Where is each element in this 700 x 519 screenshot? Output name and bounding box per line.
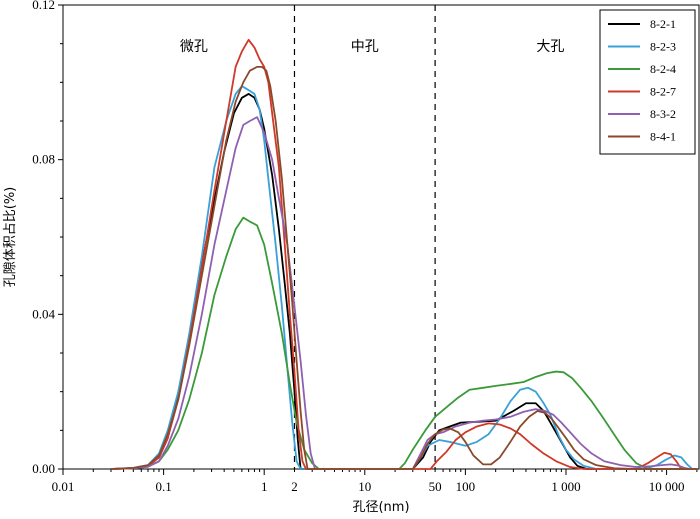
x-tick-label: 50	[429, 479, 442, 494]
x-tick-label: 1 000	[551, 479, 580, 494]
series-line-8-2-4	[110, 216, 697, 470]
series-group	[110, 38, 697, 470]
region-label: 中孔	[351, 39, 379, 55]
x-axis-title: 孔径(nm)	[352, 500, 409, 515]
series-line-8-2-7	[110, 38, 697, 470]
x-tick-label: 0.1	[155, 479, 171, 494]
x-tick-label: 0.01	[52, 479, 75, 494]
region-boundaries	[293, 5, 436, 469]
y-tick-label: 0.04	[32, 306, 55, 321]
legend: 8-2-1 8-2-3 8-2-4 8-2-7 8-3-2 8-4-1	[599, 9, 696, 155]
x-tick-label: 10 000	[649, 479, 685, 494]
x-tick-label: 1	[261, 479, 268, 494]
region-labels: 微孔 中孔 大孔	[180, 39, 565, 55]
legend-label: 8-3-2	[650, 107, 676, 121]
legend-label: 8-2-1	[650, 17, 676, 31]
legend-label: 8-4-1	[650, 130, 676, 144]
legend-label: 8-2-7	[650, 85, 676, 99]
region-label: 大孔	[536, 39, 564, 55]
legend-label: 8-2-3	[650, 40, 676, 54]
x-tick-label: 2	[291, 479, 298, 494]
y-axis-title: 孔隙体积占比(%)	[3, 187, 18, 288]
y-tick-label: 0.00	[32, 461, 55, 476]
y-tick-label: 0.08	[32, 152, 55, 167]
x-tick-label: 100	[456, 479, 476, 494]
series-line-8-3-2	[110, 116, 697, 470]
x-tick-label: 10	[358, 479, 371, 494]
tick-labels: 0.00 0.04 0.08 0.12 0.01 0.1 1 2 10 50 100 1 000 10 …	[32, 0, 684, 494]
legend-box	[599, 9, 696, 155]
y-tick-label: 0.12	[32, 0, 55, 12]
series-line-8-4-1	[110, 65, 697, 470]
region-label: 微孔	[180, 39, 208, 55]
legend-label: 8-2-4	[650, 62, 676, 76]
